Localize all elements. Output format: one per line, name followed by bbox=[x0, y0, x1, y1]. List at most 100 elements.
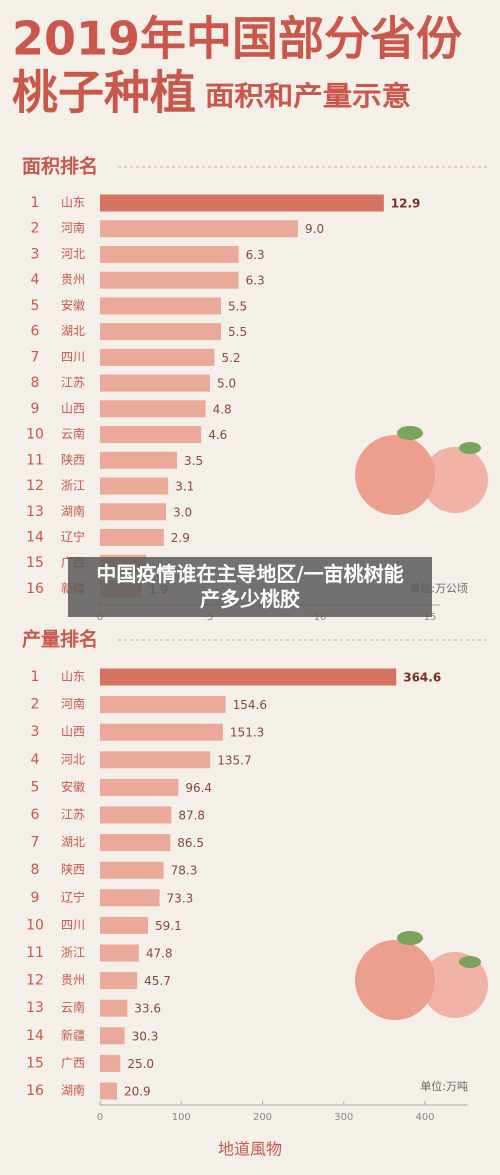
value-label: 78.3 bbox=[171, 864, 198, 878]
category-label: 安徽 bbox=[61, 779, 85, 794]
value-label: 45.7 bbox=[144, 974, 171, 988]
category-label: 江苏 bbox=[61, 376, 85, 390]
bar bbox=[100, 374, 210, 392]
value-label: 3.1 bbox=[175, 480, 194, 494]
value-label: 12.9 bbox=[391, 197, 421, 211]
rank: 15 bbox=[26, 555, 44, 571]
section-title: 产量排名 bbox=[22, 628, 98, 651]
bar bbox=[100, 477, 169, 495]
bar bbox=[100, 972, 138, 990]
rank: 11 bbox=[26, 945, 44, 961]
category-label: 辽宁 bbox=[61, 529, 85, 544]
bar bbox=[100, 297, 221, 315]
value-label: 4.6 bbox=[208, 428, 227, 442]
bar bbox=[100, 245, 239, 263]
category-label: 广西 bbox=[61, 1056, 85, 1070]
rank: 7 bbox=[31, 349, 40, 365]
bar bbox=[100, 528, 164, 546]
category-label: 陕西 bbox=[61, 862, 85, 877]
bar bbox=[100, 751, 211, 769]
rank: 13 bbox=[26, 504, 44, 520]
category-label: 贵州 bbox=[61, 273, 85, 287]
category-label: 湖南 bbox=[61, 503, 85, 518]
rank: 4 bbox=[31, 752, 40, 768]
bar bbox=[100, 834, 171, 852]
overlay-text: 中国疫情谁在主导地区/一亩桃树能产多少桃胶 bbox=[96, 562, 404, 611]
value-label: 6.3 bbox=[246, 274, 265, 288]
value-label: 6.3 bbox=[246, 248, 265, 262]
value-label: 33.6 bbox=[134, 1002, 161, 1016]
value-label: 151.3 bbox=[230, 726, 264, 740]
x-tick-label: 300 bbox=[334, 1112, 353, 1123]
rank: 1 bbox=[31, 195, 40, 211]
bar bbox=[100, 1082, 117, 1100]
rank: 6 bbox=[31, 807, 40, 823]
rank: 15 bbox=[26, 1055, 44, 1071]
category-label: 湖北 bbox=[61, 323, 85, 338]
value-label: 154.6 bbox=[233, 698, 267, 712]
rank: 3 bbox=[31, 246, 40, 262]
x-tick-label: 10 bbox=[314, 612, 327, 623]
bar bbox=[100, 778, 179, 796]
value-label: 86.5 bbox=[177, 836, 204, 850]
rank: 16 bbox=[26, 581, 44, 597]
rank: 7 bbox=[31, 835, 40, 851]
rank: 14 bbox=[26, 529, 44, 545]
category-label: 河北 bbox=[61, 752, 85, 766]
category-label: 江苏 bbox=[61, 808, 85, 822]
bar bbox=[100, 723, 223, 741]
category-label: 浙江 bbox=[61, 479, 85, 493]
bar bbox=[100, 426, 202, 444]
category-label: 湖北 bbox=[61, 834, 85, 849]
bar bbox=[100, 323, 221, 341]
category-label: 河南 bbox=[61, 696, 85, 711]
rank: 12 bbox=[26, 973, 44, 989]
category-label: 四川 bbox=[61, 918, 85, 932]
bar bbox=[100, 348, 215, 366]
category-label: 辽宁 bbox=[61, 889, 85, 904]
rank: 12 bbox=[26, 478, 44, 494]
bar bbox=[100, 1027, 125, 1045]
category-label: 贵州 bbox=[61, 973, 85, 987]
rank: 8 bbox=[31, 375, 40, 391]
value-label: 30.3 bbox=[132, 1029, 159, 1043]
value-label: 364.6 bbox=[403, 671, 441, 685]
value-label: 2.9 bbox=[171, 531, 190, 545]
category-label: 陕西 bbox=[61, 452, 85, 467]
section-title: 面积排名 bbox=[22, 155, 98, 178]
value-label: 5.0 bbox=[217, 377, 236, 391]
value-label: 47.8 bbox=[146, 947, 173, 961]
title: 桃子种植 bbox=[12, 66, 196, 120]
rank: 14 bbox=[26, 1028, 44, 1044]
bar bbox=[100, 194, 384, 212]
rank: 4 bbox=[31, 272, 40, 288]
category-label: 河南 bbox=[61, 220, 85, 235]
bar bbox=[100, 944, 139, 962]
unit-label: 单位:万吨 bbox=[420, 1079, 468, 1093]
x-tick-label: 200 bbox=[253, 1112, 272, 1123]
bar bbox=[100, 271, 239, 289]
value-label: 87.8 bbox=[178, 809, 205, 823]
category-label: 浙江 bbox=[61, 946, 85, 960]
value-label: 59.1 bbox=[155, 919, 182, 933]
x-tick-label: 0 bbox=[97, 1112, 103, 1123]
category-label: 湖南 bbox=[61, 1083, 85, 1098]
value-label: 5.2 bbox=[221, 351, 240, 365]
rank: 10 bbox=[26, 917, 44, 933]
value-label: 5.5 bbox=[228, 325, 247, 339]
rank: 2 bbox=[31, 221, 40, 237]
rank: 2 bbox=[31, 697, 40, 713]
rank: 1 bbox=[31, 669, 40, 685]
rank: 16 bbox=[26, 1083, 44, 1099]
category-label: 云南 bbox=[61, 1000, 85, 1015]
source: 地道風物 bbox=[218, 1140, 282, 1159]
bar bbox=[100, 889, 160, 907]
category-label: 四川 bbox=[61, 350, 85, 364]
value-label: 96.4 bbox=[185, 781, 212, 795]
value-label: 5.5 bbox=[228, 299, 247, 313]
value-label: 20.9 bbox=[124, 1085, 151, 1099]
bar bbox=[100, 806, 172, 824]
category-label: 山西 bbox=[61, 725, 85, 739]
value-label: 25.0 bbox=[127, 1057, 154, 1071]
